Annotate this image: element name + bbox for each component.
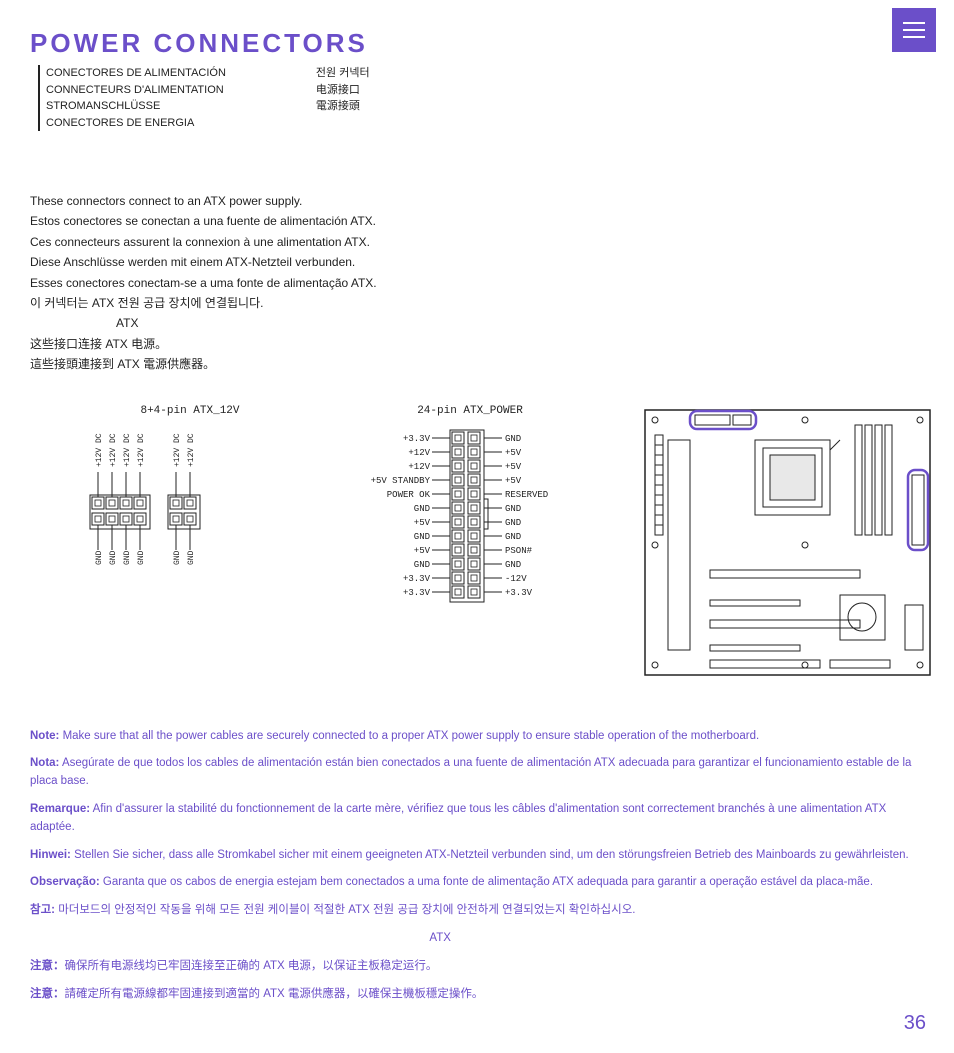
svg-text:POWER OK: POWER OK xyxy=(387,490,431,500)
page: POWER CONNECTORS CONECTORES DE ALIMENTAC… xyxy=(0,0,954,1053)
trans-item: STROMANSCHLÜSSE xyxy=(46,98,226,115)
note-text: Make sure that all the power cables are … xyxy=(59,730,759,742)
intro-line: Estos conectores se conectan a una fuent… xyxy=(30,211,924,231)
svg-text:GND: GND xyxy=(505,434,521,444)
note-line: 注意：确保所有电源线均已牢固连接至正确的 ATX 电源，以保证主板稳定运行。 xyxy=(30,958,924,976)
note-line: Hinwei: Stellen Sie sicher, dass alle St… xyxy=(30,847,924,865)
note-line: ATX xyxy=(30,930,924,948)
note-line: Note: Make sure that all the power cable… xyxy=(30,728,924,746)
notes-section: Note: Make sure that all the power cable… xyxy=(30,728,924,1004)
svg-text:+3.3V: +3.3V xyxy=(403,434,431,444)
svg-text:GND: GND xyxy=(505,504,521,514)
svg-text:+12V DC: +12V DC xyxy=(187,433,196,467)
note-label: Note: xyxy=(30,730,59,742)
page-number: 36 xyxy=(904,1012,926,1035)
note-label: Remarque: xyxy=(30,803,90,815)
svg-text:+12V: +12V xyxy=(408,448,430,458)
trans-item: 전원 커넥터 xyxy=(316,65,370,82)
svg-text:GND: GND xyxy=(505,518,521,528)
svg-text:+5V: +5V xyxy=(505,448,522,458)
svg-text:PSON#: PSON# xyxy=(505,546,533,556)
note-label: 참고: xyxy=(30,904,55,916)
connector-12v-title: 8+4-pin ATX_12V xyxy=(80,405,300,417)
svg-text:GND: GND xyxy=(123,550,132,565)
intro-line: ATX xyxy=(30,313,924,333)
svg-text:-12V: -12V xyxy=(505,574,527,584)
translations-left: CONECTORES DE ALIMENTACIÓN CONNECTEURS D… xyxy=(38,65,226,131)
note-line: Nota: Asegúrate de que todos los cables … xyxy=(30,755,924,791)
svg-text:GND: GND xyxy=(505,532,521,542)
connector-12v: 8+4-pin ATX_12V +12V DC+12V DC+12V DC+12… xyxy=(80,405,300,608)
intro-line: 這些接頭連接到 ATX 電源供應器。 xyxy=(30,354,924,374)
note-text: 請確定所有電源線都牢固連接到適當的 ATX 電源供應器，以確保主機板穩定操作。 xyxy=(65,988,484,1000)
note-label: Observação: xyxy=(30,876,100,888)
svg-text:+12V DC: +12V DC xyxy=(137,433,146,467)
note-label: 注意： xyxy=(30,960,65,972)
note-line: Remarque: Afin d'assurer la stabilité du… xyxy=(30,801,924,837)
intro-line: Diese Anschlüsse werden mit einem ATX-Ne… xyxy=(30,252,924,272)
note-text: Garanta que os cabos de energia estejam … xyxy=(100,876,873,888)
note-text: ATX xyxy=(30,932,451,944)
note-line: 注意：請確定所有電源線都牢固連接到適當的 ATX 電源供應器，以確保主機板穩定操… xyxy=(30,986,924,1004)
title-translations: CONECTORES DE ALIMENTACIÓN CONNECTEURS D… xyxy=(38,65,924,131)
motherboard-diagram xyxy=(640,405,940,688)
svg-text:+12V DC: +12V DC xyxy=(123,433,132,467)
svg-text:GND: GND xyxy=(187,550,196,565)
diagram-row: 8+4-pin ATX_12V +12V DC+12V DC+12V DC+12… xyxy=(30,405,924,688)
svg-text:GND: GND xyxy=(414,504,430,514)
svg-text:+12V DC: +12V DC xyxy=(95,433,104,467)
menu-button[interactable] xyxy=(892,8,936,52)
svg-text:+3.3V: +3.3V xyxy=(403,588,431,598)
svg-text:GND: GND xyxy=(109,550,118,565)
note-text: Stellen Sie sicher, dass alle Stromkabel… xyxy=(71,849,909,861)
page-title: POWER CONNECTORS xyxy=(30,28,924,59)
trans-item: 電源接頭 xyxy=(316,98,370,115)
connector-24pin-title: 24-pin ATX_POWER xyxy=(340,405,600,417)
intro-paragraph: These connectors connect to an ATX power… xyxy=(30,191,924,375)
intro-line: 这些接口连接 ATX 电源。 xyxy=(30,334,924,354)
note-label: 注意： xyxy=(30,988,65,1000)
note-text: Asegúrate de que todos los cables de ali… xyxy=(30,757,915,787)
trans-item: CONECTORES DE ALIMENTACIÓN xyxy=(46,65,226,82)
intro-line: Ces connecteurs assurent la connexion à … xyxy=(30,232,924,252)
note-text: 마더보드의 안정적인 작동을 위해 모든 전원 케이블이 적절한 ATX 전원 … xyxy=(55,904,635,916)
svg-text:+5V: +5V xyxy=(505,462,522,472)
connector-24pin-diagram: +3.3V GND +12V +5V +12V +5V +5V STANDBY +5V POWE… xyxy=(340,425,600,635)
svg-text:+12V: +12V xyxy=(408,462,430,472)
translations-right: 전원 커넥터 电源接口 電源接頭 xyxy=(316,65,370,131)
trans-item: 电源接口 xyxy=(316,82,370,99)
svg-text:GND: GND xyxy=(173,550,182,565)
svg-text:+12V DC: +12V DC xyxy=(109,433,118,467)
svg-text:+5V: +5V xyxy=(414,546,431,556)
svg-text:GND: GND xyxy=(95,550,104,565)
note-text: Afin d'assurer la stabilité du fonctionn… xyxy=(30,803,889,833)
svg-text:+5V: +5V xyxy=(414,518,431,528)
svg-text:GND: GND xyxy=(414,532,430,542)
svg-text:+5V STANDBY: +5V STANDBY xyxy=(371,476,431,486)
connector-24pin: 24-pin ATX_POWER +3.3VGND+12V+5V+12V+5V+… xyxy=(340,405,600,638)
connector-12v-diagram: +12V DC +12V DC +12V DC +12V DC GND GND GND GND… xyxy=(80,425,300,605)
svg-text:+3.3V: +3.3V xyxy=(505,588,533,598)
note-text: 确保所有电源线均已牢固连接至正确的 ATX 电源，以保证主板稳定运行。 xyxy=(65,960,438,972)
note-label: Nota: xyxy=(30,757,59,769)
svg-text:GND: GND xyxy=(505,560,521,570)
note-line: Observação: Garanta que os cabos de ener… xyxy=(30,874,924,892)
svg-text:+3.3V: +3.3V xyxy=(403,574,431,584)
intro-line: Esses conectores conectam-se a uma fonte… xyxy=(30,273,924,293)
svg-text:GND: GND xyxy=(137,550,146,565)
intro-line: 이 커넥터는 ATX 전원 공급 장치에 연결됩니다. xyxy=(30,293,924,313)
trans-item: CONNECTEURS D'ALIMENTATION xyxy=(46,82,226,99)
note-label: Hinwei: xyxy=(30,849,71,861)
svg-text:+5V: +5V xyxy=(505,476,522,486)
trans-item: CONECTORES DE ENERGIA xyxy=(46,115,226,132)
note-line: 참고: 마더보드의 안정적인 작동을 위해 모든 전원 케이블이 적절한 ATX… xyxy=(30,902,924,920)
svg-text:+12V DC: +12V DC xyxy=(173,433,182,467)
svg-text:RESERVED: RESERVED xyxy=(505,490,548,500)
intro-line: These connectors connect to an ATX power… xyxy=(30,191,924,211)
svg-text:GND: GND xyxy=(414,560,430,570)
